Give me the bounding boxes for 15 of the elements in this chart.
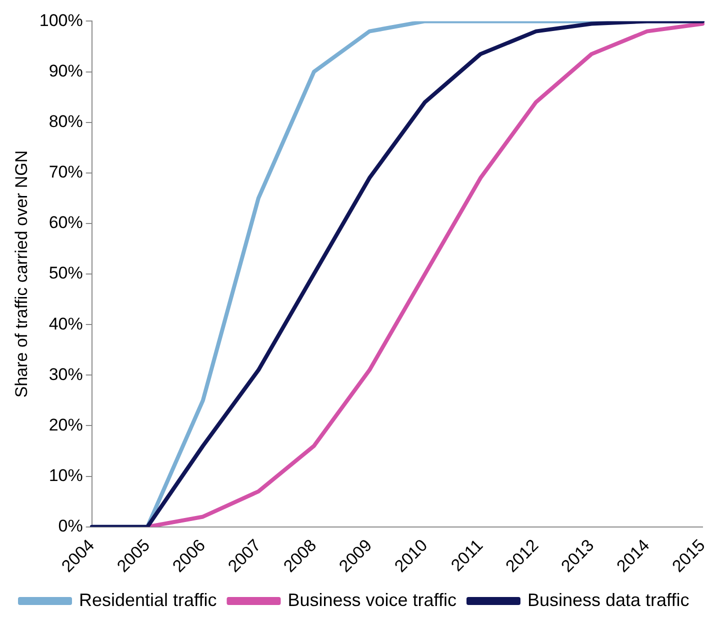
y-tick-label: 30% — [48, 364, 83, 384]
y-tick-label: 100% — [39, 10, 83, 30]
y-tick-label: 20% — [48, 415, 83, 434]
legend-label: Residential traffic — [79, 590, 217, 610]
y-axis-title: Share of traffic carried over NGN — [12, 150, 31, 398]
y-tick-label: 10% — [48, 466, 83, 485]
y-tick-label: 60% — [48, 213, 83, 232]
legend-label: Business data traffic — [527, 590, 690, 610]
y-tick-label: 80% — [48, 112, 83, 132]
y-tick-label: 70% — [48, 162, 83, 182]
y-tick-label: 0% — [58, 516, 83, 536]
y-tick-label: 90% — [48, 61, 83, 80]
legend-label: Business voice traffic — [288, 590, 456, 610]
y-tick-label: 40% — [48, 314, 83, 334]
y-tick-label: 50% — [48, 264, 83, 283]
